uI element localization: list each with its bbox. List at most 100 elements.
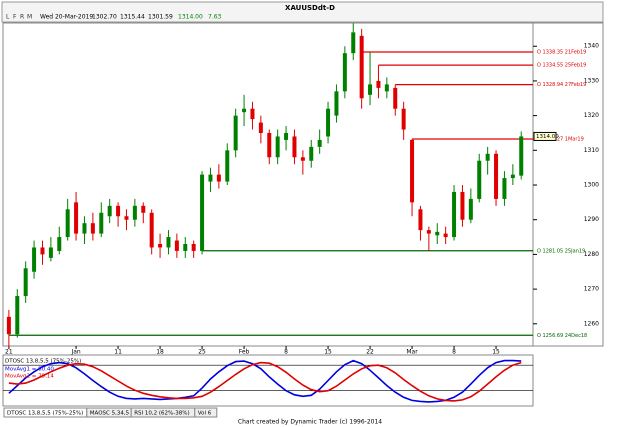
x-tick-label: Mar (406, 349, 418, 356)
candle-body (477, 160, 482, 199)
candle-body (359, 35, 364, 99)
header-bar (1, 1, 604, 23)
x-tick-label: Feb (239, 349, 250, 356)
level-label: O 1328.94 27Feb19 (537, 82, 586, 88)
candle-body (48, 247, 53, 258)
y-tick-label: 1320 (584, 112, 599, 119)
candle-body (141, 205, 146, 213)
candle-body (233, 115, 238, 151)
candle-body (452, 191, 457, 238)
tab-label[interactable]: MAOSC 5,34,5 (90, 411, 130, 417)
candle-body (250, 108, 255, 120)
x-tick-label: 22 (366, 349, 374, 356)
tab-label[interactable]: RSI 10,2 (62%-38%) (134, 411, 189, 417)
candle-body (258, 122, 263, 133)
candle-body (460, 191, 465, 220)
x-tick-label: 15 (492, 349, 500, 356)
candle-body (183, 244, 188, 251)
x-tick-label: 11 (114, 349, 122, 356)
candle-body (393, 87, 398, 109)
x-tick-label: 18 (156, 349, 164, 356)
candle-body (351, 32, 356, 54)
tab-label[interactable]: DTOSC 13,8,5,5 (75%-25%) (7, 411, 83, 417)
legend-entry: MovAvg1 = 80.40 (5, 367, 54, 373)
candle-body (107, 205, 112, 217)
y-tick-label: 1300 (584, 182, 599, 189)
level-label: O 1334.55 25Feb19 (537, 63, 586, 69)
tool-button[interactable]: F (13, 14, 17, 21)
candle-body (376, 80, 381, 88)
y-tick-label: 1280 (584, 251, 599, 258)
info-value: 1302.70 (92, 14, 117, 21)
candle-body (132, 205, 137, 220)
candle-body (23, 268, 28, 297)
info-value: 1315.44 (120, 14, 145, 21)
candle-body (6, 316, 11, 335)
level-label: O 1338.35 21Feb19 (537, 49, 586, 55)
y-tick-label: 1270 (584, 286, 599, 293)
tab-label[interactable]: Vol 6 (198, 411, 212, 417)
candle-body (74, 202, 79, 234)
candle-body (494, 153, 499, 199)
candle-body (191, 244, 196, 251)
candle-body (124, 216, 129, 220)
tool-button[interactable]: M (27, 14, 32, 21)
candle-body (368, 84, 373, 95)
candle-body (116, 205, 121, 217)
candle-body (418, 209, 423, 231)
last-price-label: 1314.00 (536, 134, 559, 140)
plot: 1260 1270 1280 1290 1300 1310 1320 1330 1340 21 Ja… (3, 23, 599, 403)
candle-body (284, 132, 289, 140)
y-tick-label: 1340 (584, 43, 599, 50)
info-value: 1301.59 (148, 14, 173, 21)
level-label: O 1313.27 1Mar19 (537, 136, 584, 142)
candle-body (15, 296, 20, 335)
candle-body (99, 212, 104, 234)
tool-button[interactable]: R (20, 14, 24, 21)
y-tick-label: 1260 (584, 320, 599, 327)
candle-body (149, 212, 154, 248)
candle-body (510, 174, 515, 179)
oscillator-line (8, 361, 522, 402)
candle-body (519, 136, 524, 176)
legend-entry: MovAvg2 = 79.14 (5, 374, 54, 380)
tool-button[interactable]: L (6, 14, 10, 21)
candle-body (166, 237, 171, 248)
level-label: O 1281.05 25Jan19 (537, 248, 585, 254)
candle-body (443, 233, 448, 238)
candle-body (326, 108, 331, 137)
oscillator-panel (2, 354, 534, 407)
candle-body (468, 198, 473, 220)
candle-body (82, 223, 87, 234)
candle-body (317, 139, 322, 147)
tab[interactable] (194, 407, 218, 418)
tab-bar: DTOSC 13,8,5,5 (75%-25%) MAOSC 5,34,5 RSI … (3, 407, 218, 418)
candle-body (65, 209, 70, 238)
candle-body (174, 240, 179, 251)
x-tick-label: 8 (452, 349, 456, 356)
info-value: Wed 20-Mar-2019 (40, 14, 93, 21)
price-axis (532, 22, 604, 347)
candle-body (485, 153, 490, 161)
candle-body (158, 244, 163, 248)
candle-body (275, 136, 280, 158)
candle-body (300, 157, 305, 161)
candle-body (40, 247, 45, 255)
candle-body (242, 108, 247, 113)
candle-body (309, 146, 314, 161)
info-value: 1314.00 (178, 14, 203, 21)
footer: Chart created by Dynamic Trader (c) 1996… (238, 419, 382, 426)
candle-body (292, 136, 297, 158)
candle-body (90, 223, 95, 234)
level-label: O 1256.69 24Dec18 (537, 333, 587, 339)
candle-body (32, 247, 37, 272)
oscillator-line (8, 359, 522, 403)
candle-body (342, 53, 347, 92)
chart-title: XAUUSDdt-D (285, 4, 335, 12)
candle-body (208, 174, 213, 182)
candle-body (57, 237, 62, 251)
